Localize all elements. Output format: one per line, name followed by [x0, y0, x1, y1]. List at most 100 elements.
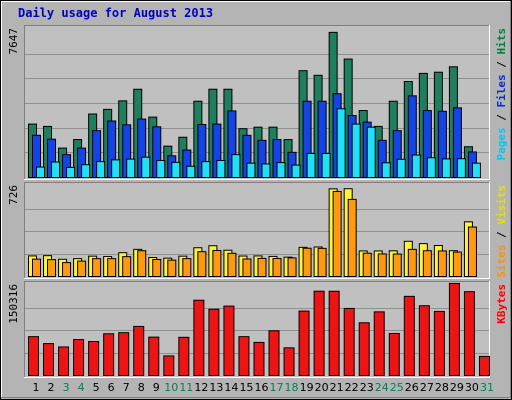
bar-sites-day-11	[182, 258, 192, 278]
bar-sites-day-26	[407, 248, 417, 278]
bar-kbytes-day-16	[253, 341, 265, 376]
x-tick-day-11: 11	[179, 381, 193, 394]
bar-sites-day-2	[47, 259, 57, 278]
bar-pages-day-26	[411, 154, 421, 178]
x-tick-day-6: 6	[108, 381, 115, 394]
legend-entry: KBytes	[495, 284, 508, 324]
x-axis-ticks: 1 2 3 4 5 6 7 8 9 10 11 12 13 14 15 16 17 18 19 20 21 22 23 24 2…	[33, 381, 494, 394]
x-tick-day-21: 21	[330, 381, 344, 394]
bar-kbytes-day-18	[283, 347, 295, 377]
bar-kbytes-day-11	[178, 336, 190, 377]
x-tick-day-4: 4	[78, 381, 85, 394]
bar-sites-day-23	[362, 252, 372, 277]
x-tick-day-29: 29	[450, 381, 464, 394]
panel-visits-sites: 726 Sites / Visits	[7, 182, 508, 279]
x-tick-day-12: 12	[194, 381, 208, 394]
bar-pages-day-6	[111, 159, 121, 178]
bar-sites-day-1	[32, 258, 41, 277]
bar-sites-day-4	[77, 260, 87, 278]
bar-pages-day-12	[201, 161, 211, 179]
bar-kbytes-day-13	[208, 308, 220, 377]
x-tick-day-25: 25	[390, 381, 404, 394]
legend-entry: Sites	[495, 245, 508, 278]
bar-sites-day-15	[242, 258, 252, 277]
bar-pages-day-19	[306, 153, 316, 179]
legend-entry: Visits	[495, 185, 508, 225]
x-tick-day-10: 10	[164, 381, 178, 394]
bar-sites-day-12	[197, 251, 207, 277]
bar-kbytes-day-7	[118, 332, 130, 376]
bar-kbytes-day-28	[433, 310, 445, 376]
bar-pages-day-21	[336, 108, 346, 178]
bar-sites-day-14	[227, 252, 237, 277]
chart-title: Daily usage for August 2013	[18, 6, 213, 20]
x-tick-day-15: 15	[239, 381, 253, 394]
bar-kbytes-day-9	[148, 336, 160, 376]
x-tick-day-1: 1	[33, 381, 40, 394]
bar-sites-day-8	[137, 250, 147, 277]
x-tick-day-19: 19	[300, 381, 314, 394]
x-tick-day-9: 9	[153, 381, 160, 394]
bar-kbytes-day-1	[28, 336, 39, 377]
bar-kbytes-day-26	[403, 295, 415, 376]
bar-pages-day-4	[81, 164, 91, 179]
bar-kbytes-day-20	[313, 290, 325, 377]
bar-pages-day-13	[216, 159, 226, 179]
x-tick-day-27: 27	[420, 381, 434, 394]
bar-pages-day-5	[96, 161, 106, 179]
bar-pages-day-28	[441, 158, 451, 179]
bar-sites-day-27	[422, 250, 432, 277]
bar-sites-day-22	[347, 198, 357, 277]
bar-sites-day-6	[107, 258, 117, 278]
x-tick-day-28: 28	[435, 381, 449, 394]
bar-sites-day-9	[152, 259, 162, 278]
bar-pages-day-29	[456, 158, 466, 178]
bar-sites-day-29	[452, 251, 462, 277]
x-tick-day-20: 20	[315, 381, 329, 394]
y-max-label: 150316	[7, 284, 20, 324]
bar-pages-day-7	[126, 158, 136, 179]
bar-kbytes-day-12	[193, 299, 205, 377]
legend-entry: Files	[495, 74, 508, 107]
bar-pages-day-18	[291, 164, 301, 179]
bar-kbytes-day-17	[268, 330, 280, 377]
x-tick-day-17: 17	[270, 381, 284, 394]
bar-kbytes-day-3	[58, 346, 70, 376]
bar-pages-day-16	[261, 163, 271, 179]
bar-sites-day-20	[317, 247, 327, 277]
bar-sites-day-3	[62, 262, 72, 277]
legend-entry: /	[495, 108, 508, 128]
bar-kbytes-day-2	[43, 343, 55, 376]
bar-pages-day-20	[321, 153, 331, 179]
x-tick-day-3: 3	[63, 381, 70, 394]
bar-kbytes-day-8	[133, 325, 145, 377]
bar-kbytes-day-30	[463, 291, 475, 376]
x-tick-day-14: 14	[224, 381, 238, 394]
bar-sites-day-10	[167, 259, 177, 277]
bar-pages-day-30	[471, 162, 481, 178]
bar-pages-day-1	[36, 166, 45, 179]
legend-entry: /	[495, 225, 508, 245]
bar-pages-day-15	[246, 162, 256, 178]
legend-label: Pages / Files / Hits	[495, 28, 508, 161]
bar-sites-day-25	[392, 253, 402, 277]
x-tick-day-24: 24	[375, 381, 389, 394]
bar-pages-day-3	[66, 166, 76, 179]
x-tick-day-13: 13	[209, 381, 223, 394]
bar-kbytes-day-25	[388, 332, 400, 376]
x-tick-day-8: 8	[138, 381, 145, 394]
bar-kbytes-day-27	[418, 305, 430, 376]
y-max-label: 726	[7, 185, 20, 205]
bar-kbytes-day-15	[238, 336, 250, 377]
x-tick-day-23: 23	[360, 381, 374, 394]
legend-label: Sites / Visits	[495, 185, 508, 278]
legend-entry: /	[495, 55, 508, 75]
bar-kbytes-day-24	[373, 311, 385, 377]
bar-sites-day-7	[122, 256, 132, 277]
bar-sites-day-24	[377, 253, 387, 278]
bar-pages-day-27	[426, 157, 436, 179]
bar-kbytes-day-23	[358, 322, 370, 377]
x-tick-day-26: 26	[405, 381, 419, 394]
legend-entry: Hits	[495, 28, 508, 55]
